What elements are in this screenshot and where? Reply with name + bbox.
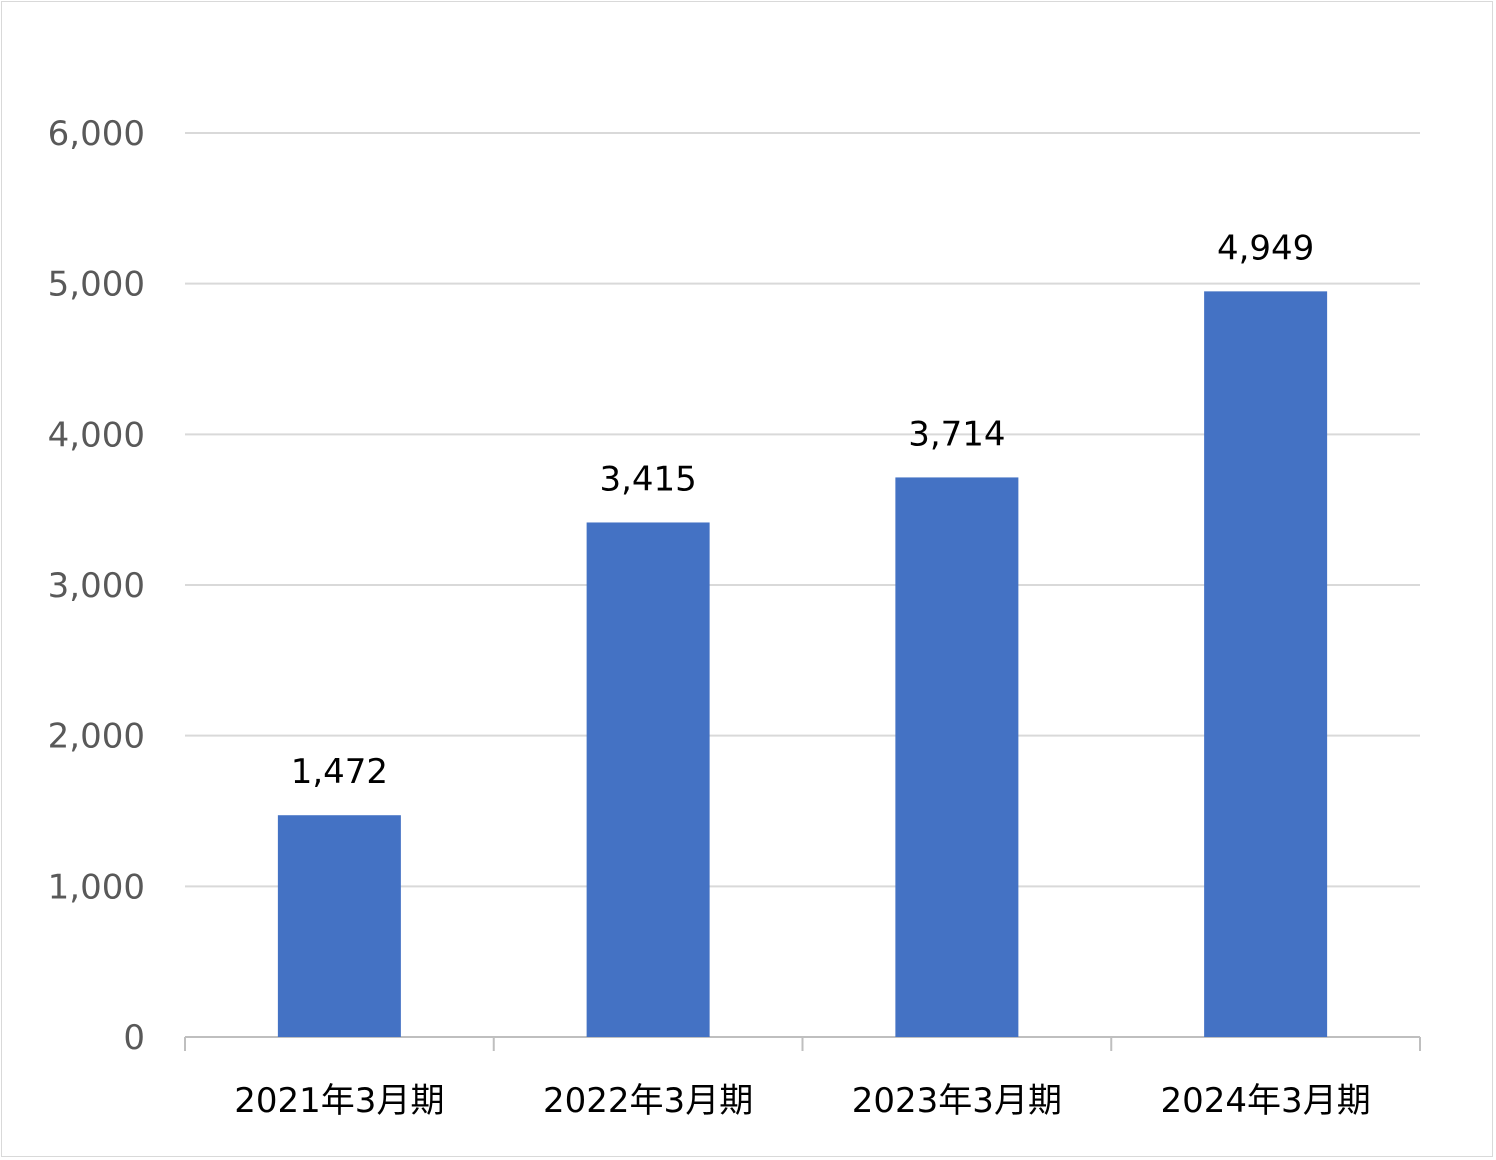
data-label: 1,472 (291, 752, 388, 792)
data-label: 4,949 (1217, 228, 1314, 268)
y-tick-label: 0 (123, 1018, 145, 1058)
bar (586, 522, 710, 1037)
y-axis-tick-labels: 0 1,000 2,000 3,000 4,000 5,000 6,000 (48, 114, 145, 1058)
y-tick-label: 2,000 (48, 717, 145, 757)
data-label: 3,415 (599, 459, 696, 499)
x-category-label: 2024年3月期 (1161, 1081, 1371, 1121)
y-tick-label: 1,000 (48, 867, 145, 907)
bar (277, 815, 401, 1037)
bar (1204, 291, 1328, 1037)
x-axis-category-labels: 2021年3月期 2022年3月期 2023年3月期 2024年3月期 (234, 1081, 1370, 1121)
x-category-label: 2023年3月期 (852, 1081, 1062, 1121)
bar (895, 477, 1019, 1037)
bars (277, 291, 1328, 1037)
x-category-label: 2021年3月期 (234, 1081, 444, 1121)
x-axis (184, 1036, 1421, 1051)
data-labels: 1,472 3,415 3,714 4,949 (291, 228, 1315, 792)
data-label: 3,714 (908, 414, 1005, 454)
y-tick-label: 5,000 (48, 265, 145, 305)
x-category-label: 2022年3月期 (543, 1081, 753, 1121)
y-tick-label: 3,000 (48, 566, 145, 606)
y-tick-label: 6,000 (48, 114, 145, 154)
y-tick-label: 4,000 (48, 415, 145, 455)
